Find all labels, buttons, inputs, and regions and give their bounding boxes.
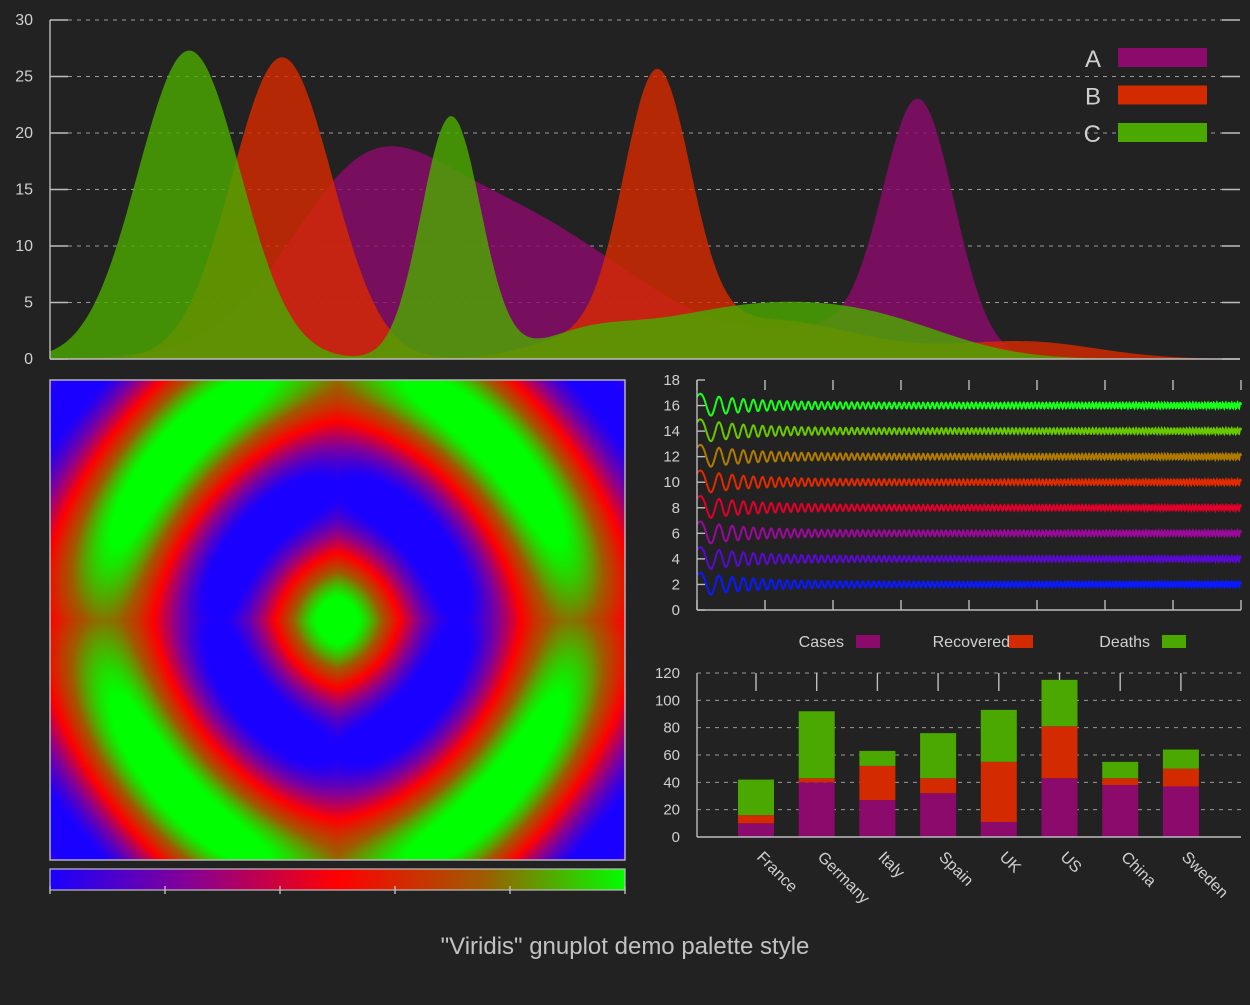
waves-ytick-label: 4	[672, 551, 680, 568]
bar-italy-recovered	[859, 765, 896, 801]
bar-uk-deaths	[980, 709, 1017, 762]
peaks-ytick-label: 5	[24, 295, 33, 312]
bar-italy-cases	[859, 800, 896, 837]
bar-spain-cases	[920, 793, 957, 837]
bars-category-label: Italy	[875, 849, 908, 882]
bars-category-label: Spain	[935, 849, 976, 890]
waves-ytick-label: 0	[672, 602, 680, 619]
legend-label-a: A	[1085, 46, 1101, 73]
waves-ytick-label: 6	[672, 525, 680, 542]
legend-swatch-a	[1118, 48, 1207, 67]
bar-sweden-deaths	[1162, 749, 1199, 769]
series-c-area	[50, 50, 1240, 359]
bar-china-cases	[1102, 785, 1139, 837]
peaks-ytick-label: 15	[15, 182, 33, 199]
waves-ytick-label: 2	[672, 576, 680, 593]
bar-italy-deaths	[859, 750, 896, 766]
waves-ytick-label: 18	[663, 372, 680, 389]
legend-label-b: B	[1085, 84, 1101, 111]
bar-sweden-cases	[1162, 786, 1199, 837]
bars-category-label: US	[1057, 849, 1085, 877]
wave-line-10	[696, 469, 1242, 494]
bar-us-recovered	[1041, 726, 1078, 779]
bar-france-recovered	[738, 815, 774, 824]
legend-swatch-c	[1118, 123, 1207, 142]
bar-sweden-recovered	[1162, 768, 1199, 787]
waves-ytick-label: 8	[672, 500, 680, 517]
bar-us-cases	[1041, 778, 1078, 837]
legend-swatch-deaths	[1162, 635, 1186, 648]
heatmap-chart	[49, 379, 626, 894]
bars-ytick-label: 80	[663, 720, 680, 737]
legend-swatch-b	[1118, 85, 1207, 105]
heatmap-border	[49, 379, 626, 861]
bars-ytick-label: 20	[663, 802, 680, 819]
legend-swatch-recovered	[1009, 635, 1033, 648]
bar-germany-deaths	[798, 711, 835, 779]
peaks-ytick-label: 0	[24, 351, 33, 368]
bars-ytick-label: 60	[663, 747, 680, 764]
stacked-bar-chart: 0 20 40 60 80 100 120 France Germany Italy Spain UK…	[655, 634, 1241, 907]
wave-line-12	[696, 443, 1242, 468]
bar-france-cases	[738, 823, 774, 837]
bars-category-label: UK	[996, 849, 1024, 877]
legend-label-deaths: Deaths	[1099, 634, 1150, 651]
bars-category-label: France	[753, 849, 800, 896]
legend-label-cases: Cases	[799, 634, 844, 651]
heatmap-image	[50, 380, 625, 860]
bars-ytick-label: 120	[655, 665, 680, 682]
bars-ytick-label: 0	[672, 829, 680, 846]
bar-france-deaths	[738, 779, 774, 816]
peaks-ytick-label: 10	[15, 238, 33, 255]
series-b-area	[50, 57, 1240, 360]
waves-ytick-label: 12	[663, 449, 680, 466]
peaks-ytick-label: 25	[15, 69, 33, 86]
wave-line-14	[696, 418, 1242, 443]
bar-germany-cases	[798, 782, 835, 837]
bar-uk-recovered	[980, 761, 1017, 822]
bar-us-deaths	[1041, 679, 1078, 727]
wave-line-2	[696, 571, 1242, 596]
bars-category-label: Sweden	[1178, 849, 1231, 902]
legend-swatch-cases	[856, 635, 880, 648]
figure-title: "Viridis" gnuplot demo palette style	[440, 933, 810, 960]
waves-chart: 0 2 4 6 8 10 12 14 16 18	[663, 372, 1242, 619]
legend-label-recovered: Recovered	[933, 634, 1010, 651]
wave-line-8	[696, 494, 1242, 519]
peaks-ytick-label: 30	[15, 12, 33, 29]
peaks-ytick-label: 20	[15, 125, 33, 142]
waves-ytick-label: 16	[663, 398, 680, 415]
waves-ytick-label: 14	[663, 423, 680, 440]
bar-spain-recovered	[920, 778, 957, 794]
colorbar	[49, 868, 626, 891]
bar-china-deaths	[1102, 761, 1139, 779]
bars-category-label: Germany	[814, 849, 873, 908]
bars-ytick-label: 100	[655, 692, 680, 709]
wave-line-6	[696, 520, 1242, 545]
legend-label-c: C	[1084, 121, 1101, 148]
wave-line-4	[696, 546, 1242, 570]
bars-ytick-label: 40	[663, 774, 680, 791]
bar-china-recovered	[1102, 778, 1139, 786]
bar-spain-deaths	[920, 733, 957, 779]
bar-germany-recovered	[798, 778, 835, 783]
peaks-chart: 0 5 10 15 20 25 30 ABC	[15, 12, 1240, 368]
bar-uk-cases	[980, 821, 1017, 837]
bars-category-label: China	[1117, 849, 1159, 891]
waves-ytick-label: 10	[663, 474, 680, 491]
wave-line-16	[696, 392, 1242, 417]
